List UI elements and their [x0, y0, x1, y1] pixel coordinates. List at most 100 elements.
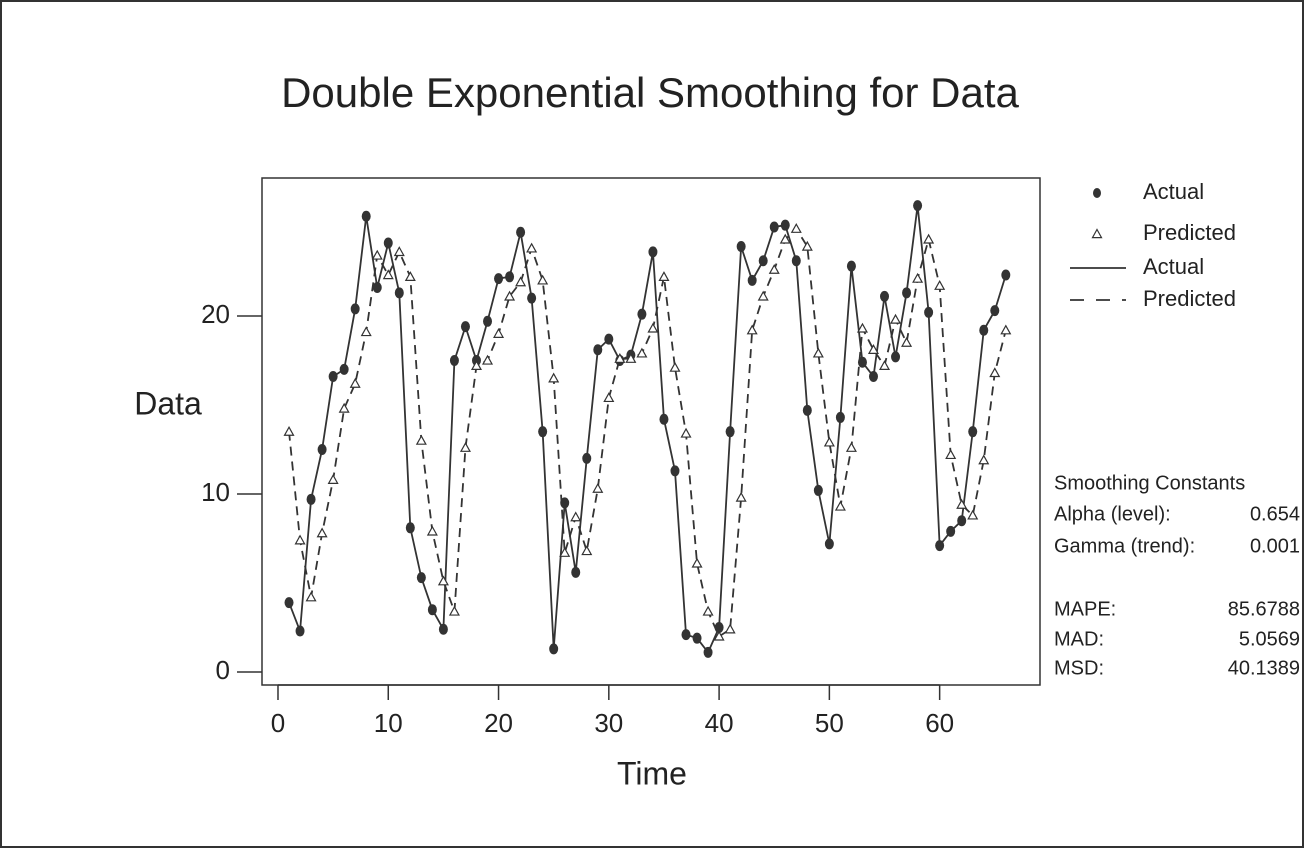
- actual-point: [791, 255, 801, 267]
- actual-point: [538, 426, 548, 438]
- predicted-point: [305, 591, 317, 602]
- predicted-point: [537, 274, 549, 285]
- predicted-point: [845, 441, 857, 452]
- actual-point: [394, 287, 404, 299]
- predicted-point: [448, 605, 460, 616]
- predicted-point: [923, 233, 935, 244]
- actual-point: [527, 292, 537, 304]
- predicted-point: [989, 367, 1001, 378]
- actual-point: [780, 219, 790, 231]
- actual-point: [416, 572, 426, 584]
- actual-point: [560, 497, 570, 509]
- actual-point: [361, 210, 371, 222]
- predicted-point: [658, 271, 670, 282]
- actual-point: [427, 604, 437, 616]
- predicted-point: [625, 352, 637, 363]
- predicted-point: [757, 290, 769, 301]
- predicted-point: [724, 623, 736, 634]
- predicted-point: [713, 630, 725, 641]
- predicted-point: [878, 360, 891, 371]
- predicted-point: [294, 534, 306, 545]
- predicted-point: [382, 269, 394, 280]
- actual-point: [902, 287, 912, 299]
- predicted-point: [283, 425, 295, 436]
- actual-point: [913, 200, 923, 212]
- stats-value: 5.0569: [1239, 628, 1300, 650]
- actual-point: [924, 306, 934, 318]
- actual-point: [328, 370, 338, 382]
- actual-point: [802, 404, 812, 416]
- predicted-point: [801, 240, 813, 251]
- x-tick-label: 20: [484, 708, 513, 738]
- actual-point: [383, 237, 393, 249]
- actual-point: [868, 370, 878, 382]
- predicted-point: [481, 354, 494, 365]
- predicted-point: [581, 545, 593, 556]
- stats-label: MSD:: [1054, 657, 1104, 679]
- predicted-point: [437, 575, 449, 586]
- predicted-point: [735, 491, 747, 502]
- actual-point: [758, 255, 768, 267]
- actual-point: [494, 273, 504, 285]
- predicted-point: [978, 454, 990, 465]
- actual-point: [935, 540, 945, 552]
- stats-value: 40.1389: [1228, 657, 1300, 679]
- predicted-point: [327, 474, 339, 484]
- y-tick-label: 10: [201, 477, 230, 507]
- legend-label: Predicted: [1143, 286, 1236, 311]
- predicted-point: [834, 500, 846, 511]
- predicted-point: [768, 263, 780, 274]
- predicted-point: [691, 557, 703, 568]
- legend-label: Predicted: [1143, 220, 1236, 245]
- actual-point: [968, 426, 978, 438]
- predicted-point: [647, 322, 659, 333]
- predicted-point: [1000, 324, 1012, 335]
- stats-label: Gamma (trend):: [1054, 535, 1195, 557]
- stats-title: Smoothing Constants: [1054, 472, 1245, 494]
- x-tick-label: 0: [271, 708, 285, 738]
- actual-point: [979, 324, 989, 336]
- predicted-point: [702, 605, 714, 616]
- actual-point: [582, 452, 592, 464]
- actual-point: [659, 413, 669, 425]
- actual-point: [692, 632, 702, 644]
- x-tick-label: 10: [374, 708, 403, 738]
- actual-point: [725, 426, 735, 438]
- actual-point: [295, 625, 305, 637]
- actual-point: [648, 246, 658, 258]
- predicted-point: [459, 441, 471, 452]
- predicted-point: [526, 242, 538, 253]
- series-line: [288, 205, 1007, 655]
- stats-value: 85.6788: [1228, 598, 1300, 620]
- predicted-point: [559, 546, 571, 557]
- predicted-point: [856, 322, 868, 333]
- predicted-point: [371, 249, 383, 260]
- actual-point: [769, 221, 779, 233]
- stats-label: MAPE:: [1054, 598, 1116, 620]
- predicted-point: [934, 279, 946, 290]
- predicted-point: [901, 336, 913, 347]
- actual-point: [549, 643, 559, 655]
- actual-point: [571, 566, 581, 578]
- chart-title: Double Exponential Smoothing for Data: [281, 69, 1019, 116]
- predicted-point: [548, 372, 560, 383]
- predicted-point: [823, 436, 835, 447]
- predicted-point: [746, 324, 758, 335]
- actual-point: [284, 597, 294, 609]
- legend-symbol: [1091, 228, 1103, 239]
- series-line: [288, 227, 1007, 638]
- x-tick-label: 60: [925, 708, 954, 738]
- predicted-point: [603, 392, 615, 403]
- predicted-point: [636, 347, 648, 358]
- actual-point: [516, 226, 526, 238]
- predicted-point: [515, 276, 527, 287]
- actual-point: [747, 274, 757, 286]
- predicted-point: [470, 360, 483, 371]
- actual-point: [835, 411, 845, 423]
- predicted-point: [967, 509, 979, 520]
- y-axis-label: Data: [134, 385, 202, 421]
- legend-label: Actual: [1143, 179, 1204, 204]
- predicted-point: [360, 326, 372, 337]
